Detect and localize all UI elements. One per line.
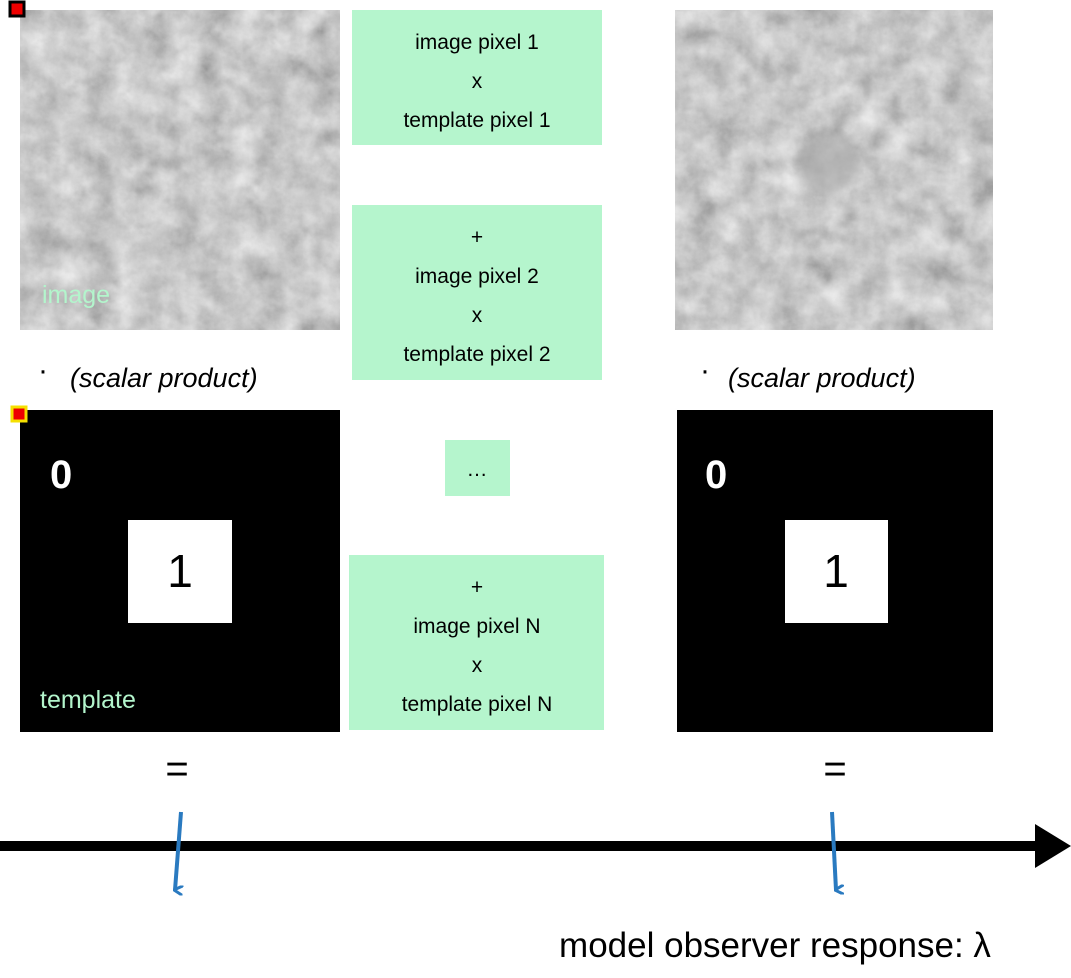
box-line: x (472, 70, 483, 93)
box-line: template pixel N (402, 693, 553, 716)
equals: = (165, 747, 188, 791)
dot: · (700, 354, 710, 387)
marker (12, 407, 26, 421)
diagram: image · (scalar product) 0 1 template = … (0, 0, 1071, 973)
box-line: image pixel 2 (415, 265, 539, 288)
response-arrow (832, 812, 836, 890)
one-label: 1 (167, 545, 193, 597)
template-label: template (40, 686, 136, 714)
box-line: … (467, 458, 488, 481)
equals: = (823, 747, 846, 791)
box-line: template pixel 1 (403, 109, 550, 132)
axis-label: model observer response: λ (559, 926, 991, 965)
box-line: image pixel 1 (415, 31, 539, 54)
box-line: x (472, 304, 483, 327)
box-line: + (471, 226, 483, 249)
image-label: image (42, 281, 110, 309)
scalar-product: (scalar product) (70, 363, 258, 393)
box-line: x (472, 654, 483, 677)
zero-label: 0 (705, 453, 727, 497)
axis-head (1035, 824, 1071, 868)
box-line: image pixel N (413, 615, 540, 638)
marker (10, 2, 24, 16)
one-label: 1 (823, 545, 849, 597)
box-line: template pixel 2 (403, 343, 550, 366)
zero-label: 0 (50, 453, 72, 497)
scalar-product: (scalar product) (728, 363, 916, 393)
lesion (798, 133, 858, 193)
box-line: + (471, 576, 483, 599)
dot: · (38, 354, 48, 387)
